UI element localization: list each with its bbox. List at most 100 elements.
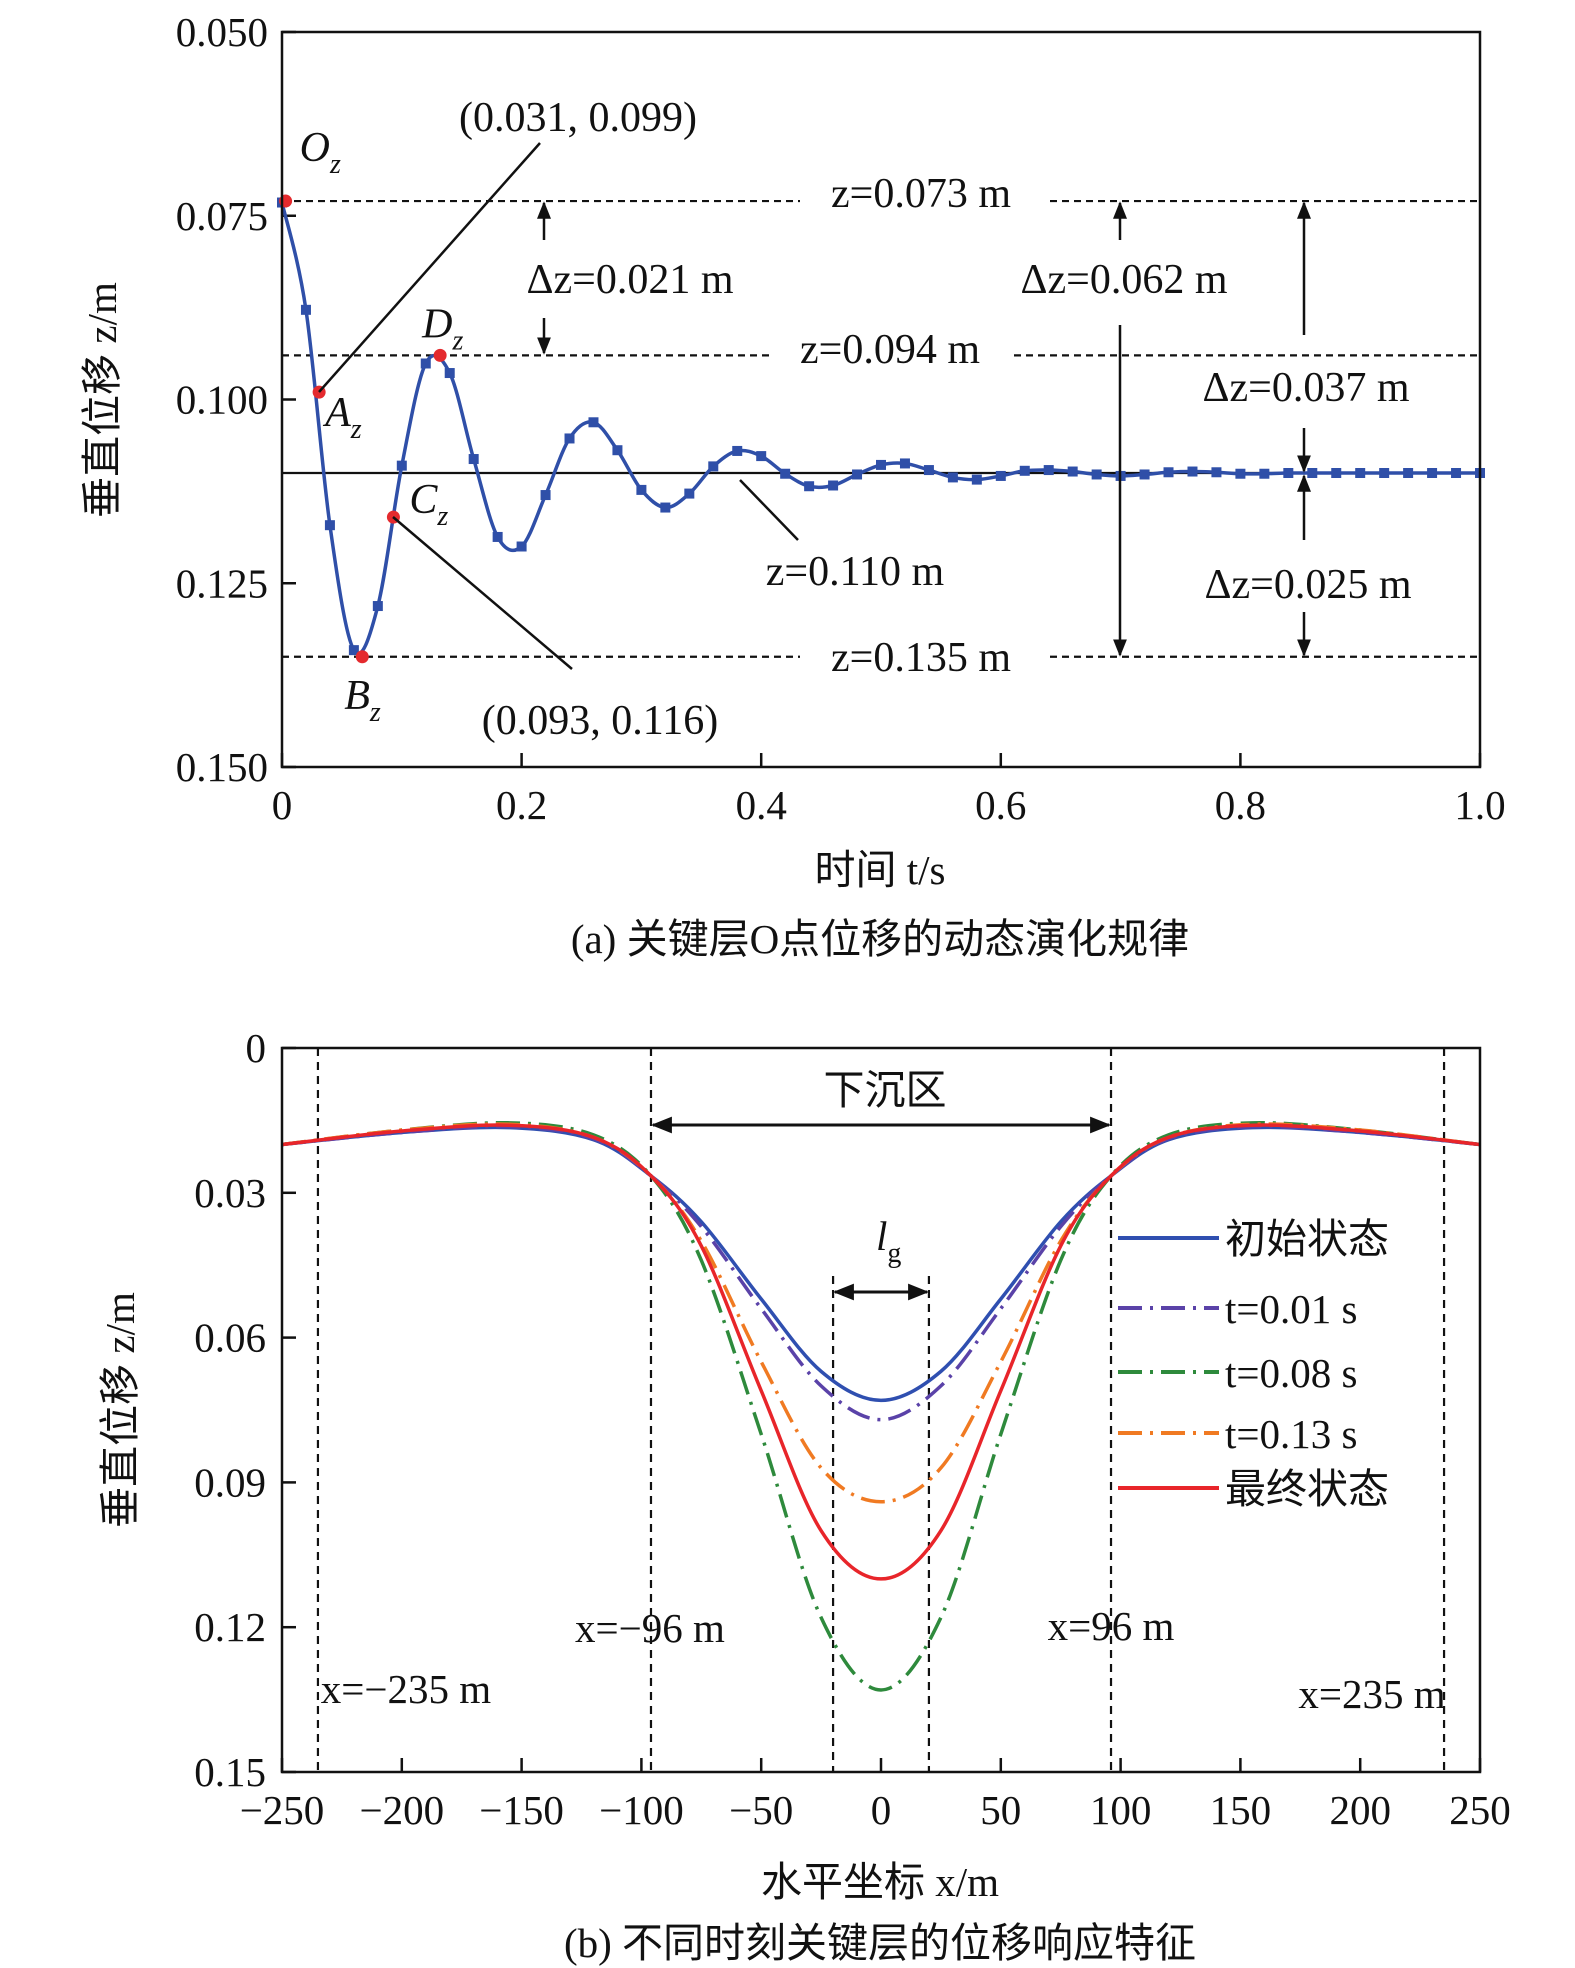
data-marker [876, 459, 886, 470]
x-tick-label: −250 [240, 1787, 325, 1833]
x-tick-label: 0.4 [736, 782, 787, 828]
data-marker [636, 484, 647, 495]
x-tick-label: −150 [479, 1787, 564, 1833]
data-marker [492, 531, 503, 542]
label-point-a-coords: (0.031, 0.099) [459, 95, 697, 141]
key-point-b [355, 650, 369, 664]
panel-b-y-axis-title: 垂直位移 z/m [97, 1292, 143, 1528]
panel-a-caption: (a) 关键层O点位移的动态演化规律 [571, 916, 1189, 962]
label-z-110: z=0.110 m [766, 549, 945, 595]
data-marker [684, 488, 695, 499]
key-point-label-a: Az [322, 390, 362, 445]
key-point-d [433, 348, 447, 362]
label-z-135: z=0.135 m [831, 635, 1011, 681]
label-z-094: z=0.094 m [800, 327, 980, 373]
data-marker [348, 645, 359, 656]
data-marker [899, 458, 910, 469]
data-marker [780, 468, 791, 479]
data-marker [1403, 468, 1414, 478]
data-marker [1043, 465, 1054, 476]
leader-line-a [318, 142, 541, 393]
label-dz-025: Δz=0.025 m [1204, 562, 1411, 608]
leader-line-z110 [739, 479, 799, 541]
panel-b-caption: (b) 不同时刻关键层的位移响应特征 [564, 1920, 1196, 1966]
legend-label: 最终状态 [1225, 1466, 1389, 1512]
data-marker [420, 358, 431, 369]
data-marker [804, 481, 815, 492]
data-marker [564, 433, 575, 444]
panel-b-chart: −250 −200 −150 −100 −50 0 50 100 150 200 250 0 0.03 0… [97, 1025, 1511, 1966]
data-marker [1331, 468, 1342, 478]
data-marker [1187, 466, 1198, 477]
x-tick-label: 0 [272, 782, 293, 828]
panel-b-x-axis-title: 水平坐标 x/m [761, 1859, 999, 1905]
data-marker [756, 451, 767, 462]
curve- [281, 1123, 1481, 1581]
x-tick-label: 0 [871, 1787, 892, 1833]
data-marker [1163, 467, 1174, 478]
data-marker [324, 520, 335, 531]
label-x-neg235: x=−235 m [321, 1666, 491, 1712]
data-marker [732, 445, 743, 456]
x-tick-label: 250 [1449, 1787, 1511, 1833]
data-marker [1139, 469, 1150, 480]
y-tick-label: 0.15 [194, 1749, 266, 1795]
data-marker [1235, 468, 1246, 479]
y-tick-label: 0 [246, 1025, 267, 1071]
label-dz-021: Δz=0.021 m [526, 257, 733, 303]
x-tick-label: 0.2 [496, 782, 547, 828]
data-marker [1211, 467, 1222, 478]
x-tick-label: 200 [1329, 1787, 1391, 1833]
x-tick-label: 0.6 [975, 782, 1026, 828]
label-x-96: x=96 m [1048, 1603, 1175, 1649]
data-marker [468, 454, 479, 465]
data-marker [1379, 468, 1390, 478]
x-tick-label: −100 [599, 1787, 684, 1833]
x-tick-label: 150 [1210, 1787, 1272, 1833]
x-tick-label: 1.0 [1454, 782, 1505, 828]
data-marker [995, 470, 1006, 481]
data-marker [828, 480, 839, 491]
key-point-label-o: Oz [300, 125, 341, 180]
data-marker [923, 465, 934, 476]
legend-label: t=0.08 s [1225, 1350, 1357, 1396]
x-tick-label: −200 [359, 1787, 444, 1833]
legend-label: t=0.13 s [1225, 1411, 1357, 1457]
data-marker [396, 460, 407, 471]
panel-b-frame [280, 1046, 1482, 1774]
panel-a-frame [280, 30, 1482, 769]
curve-t008s [281, 1120, 1481, 1692]
data-marker [852, 469, 863, 480]
label-x-235: x=235 m [1298, 1671, 1445, 1717]
data-marker [1355, 468, 1366, 478]
data-marker [1451, 468, 1462, 478]
x-tick-label: 0.8 [1215, 782, 1266, 828]
legend-label: 初始状态 [1225, 1216, 1389, 1262]
label-dz-062: Δz=0.062 m [1020, 257, 1227, 303]
data-marker [660, 502, 671, 513]
data-marker [372, 601, 383, 612]
data-marker [1283, 468, 1294, 478]
data-marker [1067, 466, 1078, 477]
x-tick-label: 50 [980, 1787, 1021, 1833]
y-tick-label: 0.09 [194, 1459, 266, 1505]
y-tick-label: 0.150 [176, 744, 268, 790]
y-tick-label: 0.100 [176, 377, 268, 423]
data-marker [588, 417, 599, 428]
data-marker [947, 472, 958, 483]
y-tick-label: 0.050 [176, 9, 268, 55]
label-subsidence-zone: 下沉区 [824, 1067, 947, 1113]
panel-a-x-axis-title: 时间 t/s [815, 847, 946, 893]
data-marker [971, 474, 982, 485]
x-tick-label: 100 [1090, 1787, 1152, 1833]
data-marker [300, 304, 311, 315]
data-marker [1259, 468, 1270, 479]
data-marker [1307, 468, 1318, 478]
legend: 初始状态 t=0.01 s t=0.08 s t=0.13 s 最终状态 [1118, 1216, 1389, 1512]
panel-a-chart: 0 0.2 0.4 0.6 0.8 1.0 0.050 0.075 0.100 0.125 0.15… [79, 9, 1506, 962]
panel-a-y-axis-title: 垂直位移 z/m [79, 282, 125, 518]
leader-line-c [392, 516, 573, 670]
y-tick-label: 0.06 [194, 1315, 266, 1361]
label-x-neg96: x=−96 m [575, 1605, 725, 1651]
